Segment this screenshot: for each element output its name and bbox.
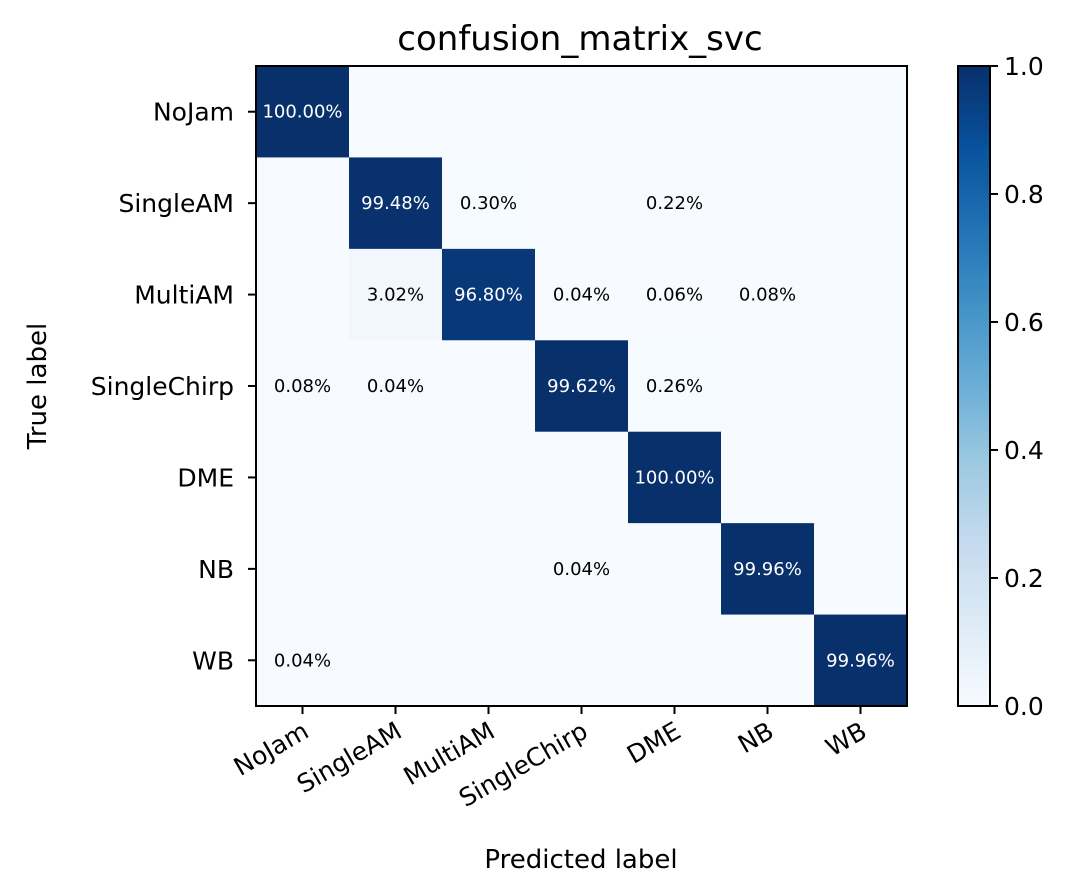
heatmap-cell <box>628 340 722 433</box>
heatmap-cell <box>628 614 722 707</box>
heatmap-cell <box>442 340 536 433</box>
heatmap-cell <box>721 431 815 524</box>
heatmap-cell <box>349 523 443 616</box>
y-tick-label: NB <box>198 555 234 584</box>
heatmap-cell <box>256 523 350 616</box>
y-axis-label: True label <box>23 323 53 450</box>
cell-value-label: 99.96% <box>826 650 895 671</box>
x-tick-label: DME <box>622 716 686 769</box>
y-tick-label: SingleAM <box>118 189 234 218</box>
heatmap-cell <box>349 431 443 524</box>
cell-value-label: 96.80% <box>454 285 523 306</box>
colorbar-tick-label: 0.8 <box>1004 180 1044 209</box>
heatmap-cell <box>814 248 908 341</box>
heatmap-cell <box>349 614 443 707</box>
heatmap-cell <box>535 248 629 341</box>
x-tick-label: NB <box>733 716 779 759</box>
colorbar-tick-label: 1.0 <box>1004 52 1044 81</box>
y-tick-label: WB <box>192 646 234 675</box>
cell-value-label: 0.04% <box>553 559 610 580</box>
heatmap-cell <box>535 614 629 707</box>
y-tick-label: DME <box>177 463 234 492</box>
heatmap-cell <box>349 66 443 159</box>
heatmap-cell <box>535 523 629 616</box>
cell-value-label: 0.06% <box>646 285 703 306</box>
y-tick-label: NoJam <box>153 98 234 127</box>
cell-value-label: 0.04% <box>367 376 424 397</box>
heatmap-cell <box>442 431 536 524</box>
colorbar <box>957 65 991 707</box>
heatmap-cell <box>256 340 350 433</box>
cell-value-label: 100.00% <box>634 467 714 488</box>
cell-value-label: 0.22% <box>646 193 703 214</box>
cell-value-label: 0.08% <box>739 285 796 306</box>
chart-title: confusion_matrix_svc <box>397 19 762 59</box>
y-tick-label: SingleChirp <box>91 372 234 401</box>
cell-value-label: 0.08% <box>274 376 331 397</box>
x-tick-label: SingleAM <box>292 716 407 799</box>
heatmap-cell <box>442 157 536 250</box>
heatmap-cell <box>442 614 536 707</box>
heatmap-cell <box>721 614 815 707</box>
heatmap-cell <box>814 340 908 433</box>
heatmap-cell <box>442 66 536 159</box>
heatmap-cell <box>814 523 908 616</box>
cell-value-label: 3.02% <box>367 285 424 306</box>
colorbar-tick-label: 0.6 <box>1004 308 1044 337</box>
y-tick-label: MultiAM <box>134 281 234 310</box>
colorbar-tick-label: 0.4 <box>1004 436 1044 465</box>
cell-value-label: 99.96% <box>733 559 802 580</box>
cell-value-label: 100.00% <box>262 102 342 123</box>
cell-value-label: 99.62% <box>547 376 616 397</box>
x-tick-label: WB <box>821 716 872 762</box>
heatmap-cell <box>721 66 815 159</box>
cell-value-label: 0.04% <box>274 650 331 671</box>
heatmap-cell <box>721 340 815 433</box>
cell-value-label: 99.48% <box>361 193 430 214</box>
colorbar-tick-label: 0.0 <box>1004 692 1044 721</box>
heatmap-cell-labels: 100.00% 99.48% 0.30% 0.22% 3.02% 96.80% 0.04% 0… <box>262 102 894 672</box>
heatmap-cell <box>256 248 350 341</box>
heatmap-cell <box>442 248 536 341</box>
heatmap-cell <box>349 157 443 250</box>
heatmap-cell <box>628 248 722 341</box>
heatmap-cell <box>256 614 350 707</box>
heatmap-cell <box>721 523 815 616</box>
heatmap-cell <box>721 248 815 341</box>
heatmap-cell <box>628 66 722 159</box>
heatmap-cell <box>535 340 629 433</box>
heatmap-cell <box>628 157 722 250</box>
heatmap-cell <box>535 157 629 250</box>
heatmap-cell <box>628 523 722 616</box>
heatmap-cell <box>814 614 908 707</box>
colorbar-ticks: 0.0 0.2 0.4 0.6 0.8 1.0 <box>990 52 1044 721</box>
x-axis-label: Predicted label <box>484 845 677 875</box>
heatmap-cell <box>535 431 629 524</box>
y-axis-ticks: NoJam SingleAM MultiAM SingleChirp DME NB WB <box>91 98 256 675</box>
heatmap-cell <box>256 157 350 250</box>
heatmap-cell <box>535 66 629 159</box>
colorbar-tick-label: 0.2 <box>1004 564 1044 593</box>
heatmap-cell <box>349 340 443 433</box>
heatmap-cell <box>628 431 722 524</box>
heatmap-cells <box>256 66 908 707</box>
heatmap-cell <box>721 157 815 250</box>
cell-value-label: 0.26% <box>646 376 703 397</box>
cell-value-label: 0.04% <box>553 285 610 306</box>
heatmap-cell <box>814 431 908 524</box>
heatmap-cell <box>256 66 350 159</box>
heatmap-cell <box>814 66 908 159</box>
heatmap-cell <box>442 523 536 616</box>
heatmap-cell <box>349 248 443 341</box>
heatmap-cell <box>256 431 350 524</box>
heatmap-cell <box>814 157 908 250</box>
cell-value-label: 0.30% <box>460 193 517 214</box>
